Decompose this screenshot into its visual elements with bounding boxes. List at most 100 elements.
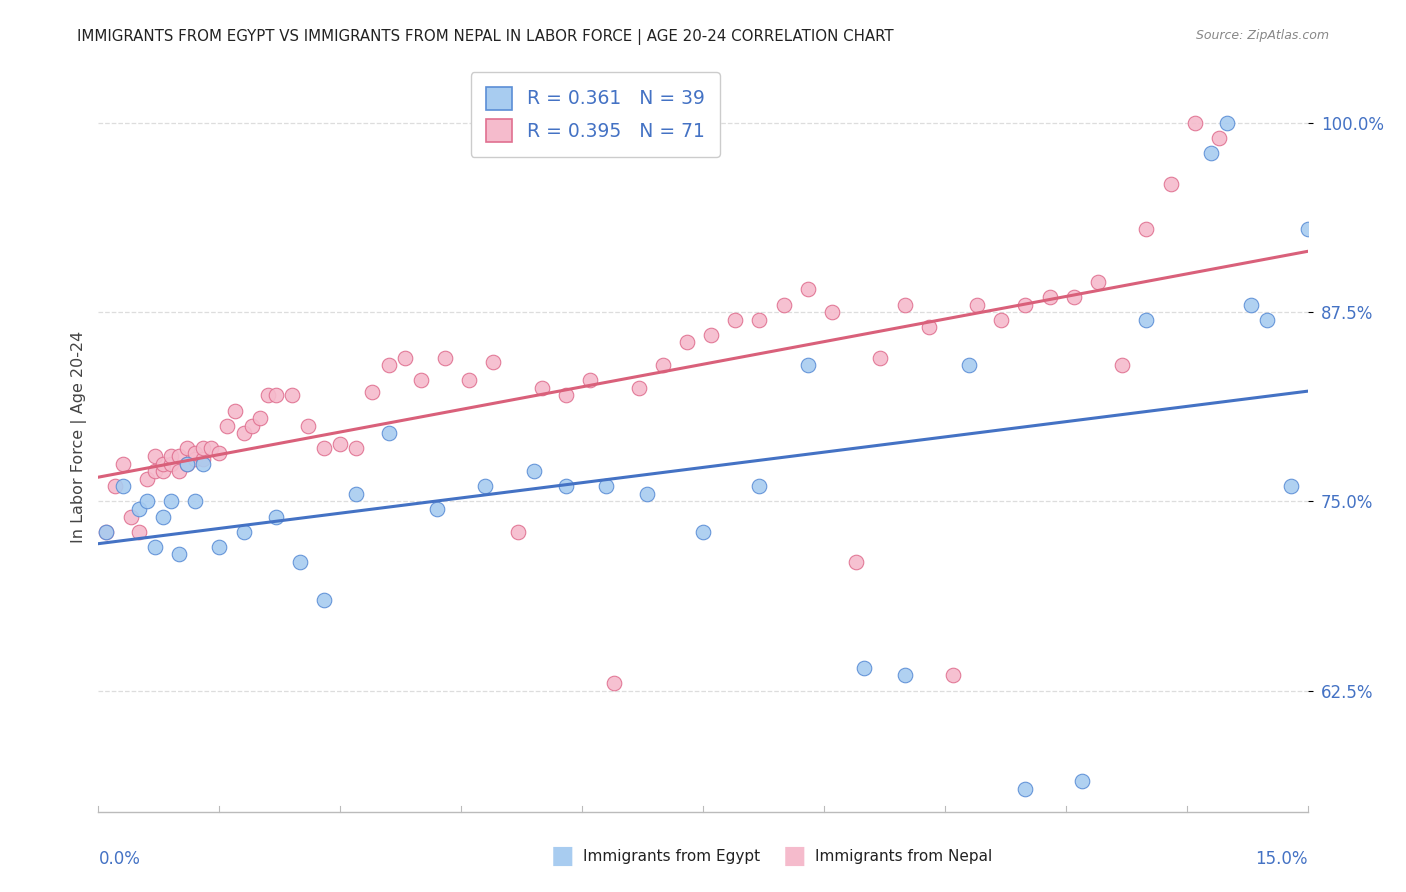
Point: [1135, 222, 1157, 236]
Point: [1160, 177, 1182, 191]
Point: [193, 452, 215, 467]
Point: [523, 464, 546, 478]
Text: ■: ■: [783, 845, 806, 868]
Point: [297, 418, 319, 433]
Point: [200, 442, 222, 456]
Point: [128, 524, 150, 539]
Point: [627, 381, 650, 395]
Text: Source: ZipAtlas.com: Source: ZipAtlas.com: [1195, 29, 1329, 42]
Point: [217, 418, 239, 433]
Point: [394, 351, 416, 365]
Point: [845, 555, 868, 569]
Point: [288, 555, 311, 569]
Point: [176, 457, 198, 471]
Point: [167, 548, 190, 562]
Point: [256, 388, 278, 402]
Point: [143, 540, 166, 554]
Point: [329, 437, 352, 451]
Point: [96, 524, 118, 539]
Point: [152, 509, 174, 524]
Point: [651, 358, 673, 372]
Point: [966, 298, 988, 312]
Point: [143, 464, 166, 478]
Point: [676, 335, 699, 350]
Point: [409, 373, 432, 387]
Point: [579, 373, 602, 387]
Point: [555, 479, 578, 493]
Point: [1070, 774, 1092, 789]
Point: [281, 388, 304, 402]
Point: [264, 509, 287, 524]
Point: [176, 457, 198, 471]
Y-axis label: In Labor Force | Age 20-24: In Labor Force | Age 20-24: [72, 331, 87, 543]
Point: [893, 298, 915, 312]
Point: [1039, 290, 1062, 304]
Point: [103, 479, 125, 493]
Point: [957, 358, 980, 372]
Text: ■: ■: [551, 845, 574, 868]
Point: [1281, 479, 1303, 493]
Point: [1014, 298, 1036, 312]
Text: Immigrants from Nepal: Immigrants from Nepal: [815, 849, 993, 863]
Point: [1216, 116, 1239, 130]
Point: [224, 403, 246, 417]
Point: [232, 426, 254, 441]
Point: [595, 479, 617, 493]
Point: [506, 524, 529, 539]
Point: [990, 312, 1012, 326]
Point: [700, 327, 723, 342]
Legend: R = 0.361   N = 39, R = 0.395   N = 71: R = 0.361 N = 39, R = 0.395 N = 71: [471, 72, 720, 157]
Point: [184, 446, 207, 460]
Text: IMMIGRANTS FROM EGYPT VS IMMIGRANTS FROM NEPAL IN LABOR FORCE | AGE 20-24 CORREL: IMMIGRANTS FROM EGYPT VS IMMIGRANTS FROM…: [77, 29, 894, 45]
Text: Immigrants from Egypt: Immigrants from Egypt: [583, 849, 761, 863]
Point: [636, 487, 658, 501]
Point: [1111, 358, 1133, 372]
Point: [1135, 312, 1157, 326]
Point: [160, 449, 183, 463]
Point: [772, 298, 794, 312]
Point: [1240, 298, 1263, 312]
Point: [111, 457, 134, 471]
Point: [160, 494, 183, 508]
Point: [869, 351, 891, 365]
Point: [1014, 782, 1036, 797]
Point: [314, 442, 336, 456]
Point: [1063, 290, 1085, 304]
Point: [232, 524, 254, 539]
Text: 15.0%: 15.0%: [1256, 849, 1308, 868]
Point: [797, 358, 820, 372]
Point: [208, 540, 231, 554]
Point: [748, 312, 770, 326]
Point: [918, 320, 941, 334]
Point: [893, 668, 915, 682]
Point: [208, 446, 231, 460]
Point: [482, 355, 505, 369]
Point: [1087, 275, 1109, 289]
Point: [377, 358, 399, 372]
Point: [193, 442, 215, 456]
Point: [853, 661, 876, 675]
Point: [530, 381, 553, 395]
Point: [603, 676, 626, 690]
Point: [96, 524, 118, 539]
Point: [344, 487, 367, 501]
Point: [344, 442, 367, 456]
Point: [458, 373, 481, 387]
Point: [1296, 222, 1319, 236]
Point: [434, 351, 457, 365]
Point: [821, 305, 844, 319]
Point: [314, 592, 336, 607]
Point: [184, 494, 207, 508]
Point: [111, 479, 134, 493]
Point: [135, 494, 157, 508]
Point: [692, 524, 714, 539]
Point: [1199, 146, 1222, 161]
Point: [942, 668, 965, 682]
Point: [184, 452, 207, 467]
Point: [474, 479, 496, 493]
Point: [167, 449, 190, 463]
Point: [176, 442, 198, 456]
Point: [128, 502, 150, 516]
Point: [426, 502, 449, 516]
Point: [143, 449, 166, 463]
